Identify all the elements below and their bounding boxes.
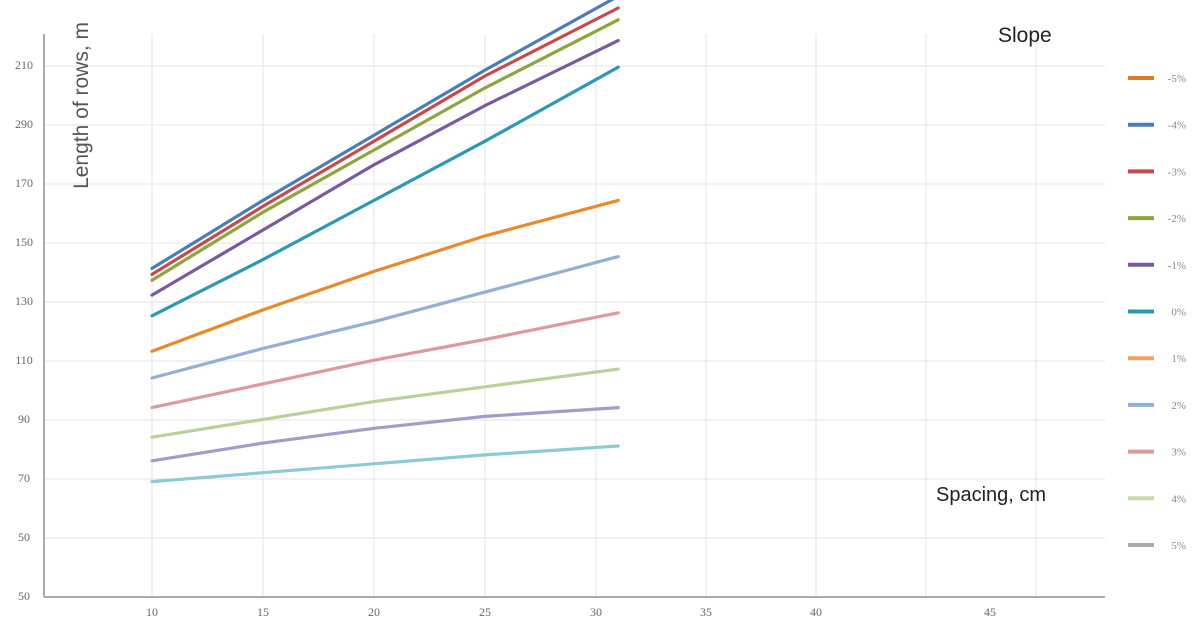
x-tick-label: 25 xyxy=(479,605,491,619)
series-line xyxy=(150,0,615,270)
series-line xyxy=(150,38,620,297)
y-tick-label: 50 xyxy=(18,530,30,544)
y-tick-label: 170 xyxy=(15,176,33,190)
series-line xyxy=(150,444,620,484)
legend-label: -4% xyxy=(1168,120,1186,132)
legend-label: 1% xyxy=(1171,353,1186,365)
axes xyxy=(43,34,1105,598)
y-tick-labels: 50 50 70 90 110 130 150 170 290 210 xyxy=(15,58,33,603)
series-line xyxy=(150,311,620,410)
legend-label: 2% xyxy=(1171,400,1186,412)
y-tick-label: 110 xyxy=(15,353,33,367)
x-tick-label: 45 xyxy=(984,605,996,619)
x-tick-labels: 10 15 20 25 30 35 40 45 xyxy=(146,605,996,619)
legend-label: -3% xyxy=(1168,166,1186,178)
y-tick-label: 50 xyxy=(18,589,30,603)
x-tick-label: 40 xyxy=(810,605,822,619)
legend-label: -5% xyxy=(1168,73,1186,85)
series-line xyxy=(150,6,620,276)
legend-label: 3% xyxy=(1171,447,1186,459)
series-line xyxy=(150,65,620,318)
legend-label: -1% xyxy=(1168,260,1186,272)
series-lines xyxy=(150,0,620,484)
y-tick-label: 210 xyxy=(15,58,33,72)
legend-label: -2% xyxy=(1168,213,1186,225)
x-tick-label: 10 xyxy=(146,605,158,619)
x-tick-label: 15 xyxy=(257,605,269,619)
x-tick-label: 35 xyxy=(700,605,712,619)
grid xyxy=(44,34,1105,598)
x-tick-label: 30 xyxy=(590,605,602,619)
x-tick-label: 20 xyxy=(368,605,380,619)
y-tick-label: 130 xyxy=(15,294,33,308)
y-tick-label: 90 xyxy=(18,412,30,426)
legend-label: 5% xyxy=(1171,540,1186,552)
series-line xyxy=(150,367,620,439)
legend-label: 0% xyxy=(1171,307,1186,319)
series-line xyxy=(150,18,620,282)
series-line xyxy=(150,255,620,380)
legend-label: 4% xyxy=(1171,493,1186,505)
y-axis-label: Length of rows, m xyxy=(70,22,93,189)
series-line xyxy=(150,198,620,353)
x-axis-label: Spacing, cm xyxy=(936,484,1047,506)
legend-title: Slope xyxy=(998,24,1052,47)
y-tick-label: 290 xyxy=(15,117,33,131)
y-tick-label: 70 xyxy=(18,471,30,485)
legend: -5% -4% -3% -2% -1% 0% 1% 2% 3% 4% 5% xyxy=(1128,73,1186,552)
y-tick-label: 150 xyxy=(15,235,33,249)
series-line xyxy=(150,406,620,463)
